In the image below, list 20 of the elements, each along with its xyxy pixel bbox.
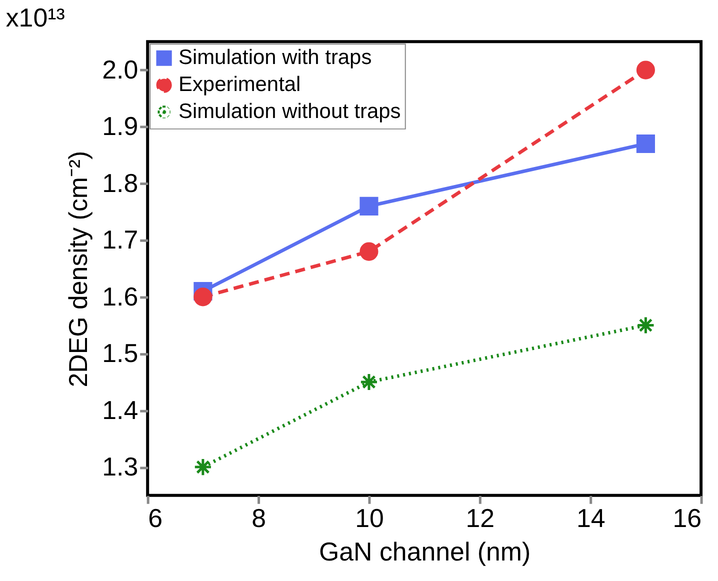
x-tick-label: 14 (576, 504, 606, 533)
x-tick-label: 8 (252, 504, 266, 533)
y-tick-label: 1.3 (102, 454, 138, 482)
legend-label: Simulation without traps (178, 100, 401, 123)
legend-label: Simulation with traps (178, 46, 372, 70)
x-tick-label: 12 (466, 504, 495, 533)
x-tick-label: 16 (672, 504, 702, 533)
x-tick-label: 6 (148, 504, 163, 533)
y-tick-label: 1.5 (102, 340, 138, 368)
x-tick-label: 10 (355, 504, 384, 533)
y-tick-label: 1.4 (102, 396, 138, 425)
x-axis-title: GaN channel (nm) (318, 538, 531, 567)
y-axis-title: 2DEG density (cm⁻²) (65, 150, 94, 388)
y-tick-label: 1.8 (102, 170, 138, 198)
y-tick-label: 1.7 (102, 226, 138, 255)
y-tick-label: 1.9 (102, 113, 138, 142)
chart-title: x10¹³ (6, 4, 66, 33)
y-tick-label: 1.6 (102, 283, 138, 312)
y-tick-label: 2.0 (102, 56, 138, 85)
legend-label: Experimental (178, 73, 301, 96)
